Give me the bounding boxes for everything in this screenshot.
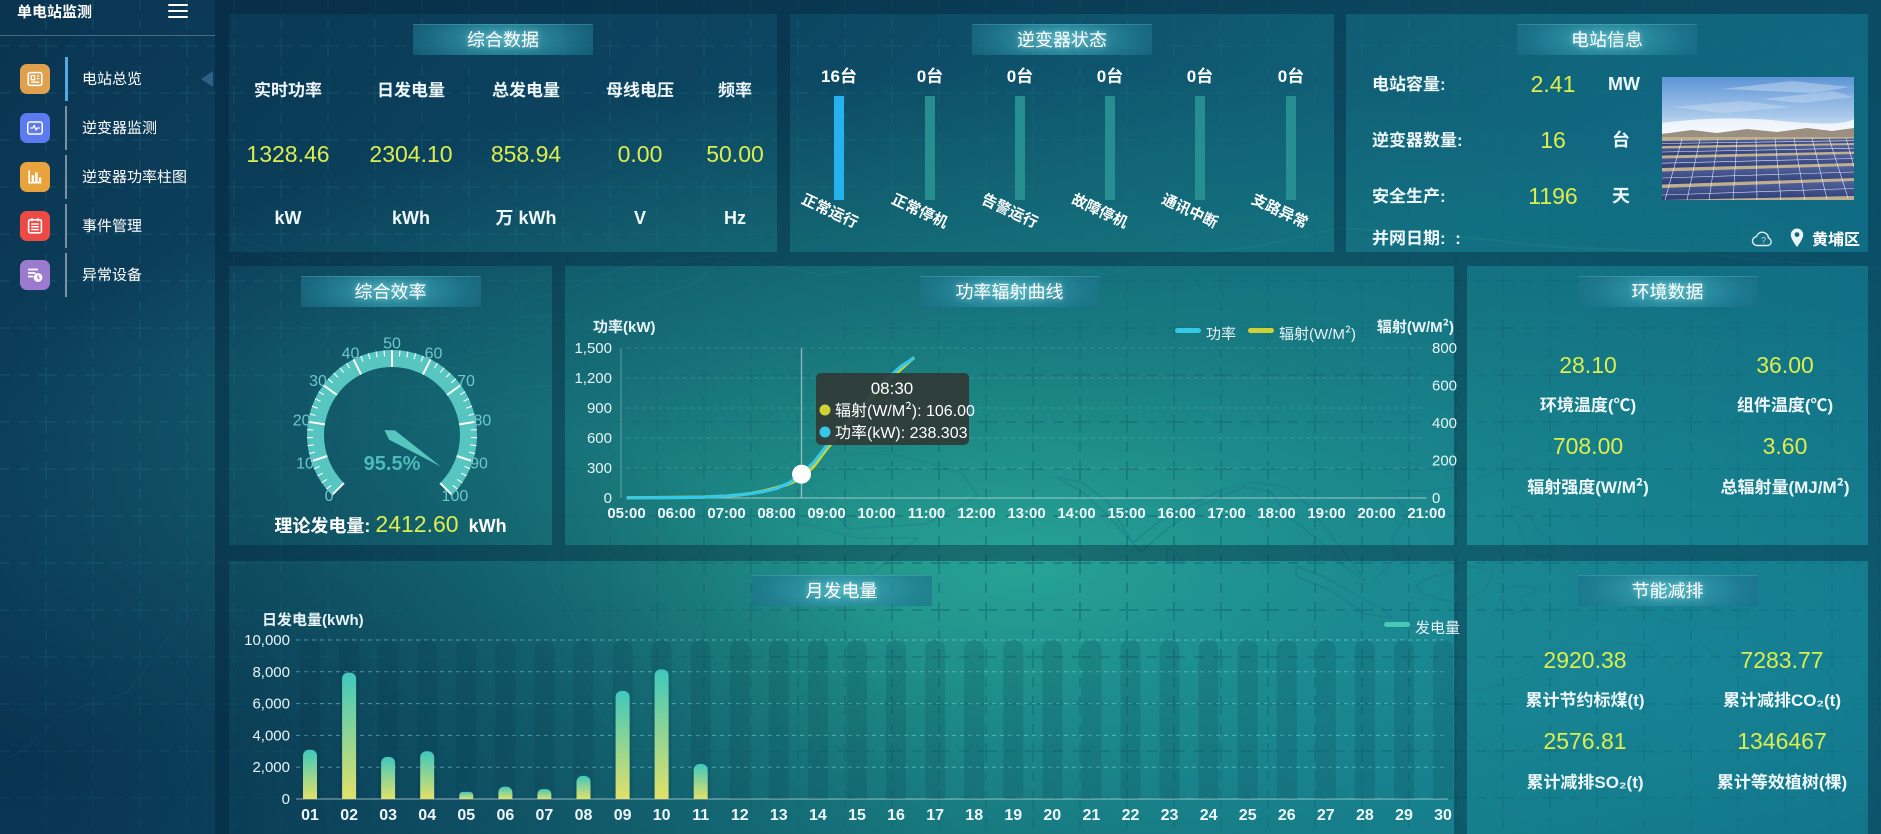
svg-text:22: 22 — [1122, 801, 1140, 825]
svg-text:10,000: 10,000 — [244, 629, 290, 650]
svg-text:27: 27 — [1317, 801, 1335, 825]
svg-text:17: 17 — [926, 801, 944, 825]
svg-text:功率: 功率 — [1206, 323, 1236, 344]
svg-text:14:00: 14:00 — [1057, 502, 1095, 523]
svg-text:07: 07 — [536, 801, 554, 825]
svg-text:0: 0 — [604, 487, 612, 508]
svg-text:23: 23 — [1161, 801, 1179, 825]
svg-text:28: 28 — [1356, 801, 1374, 825]
svg-text:0: 0 — [1432, 487, 1440, 508]
svg-text:17:00: 17:00 — [1207, 502, 1245, 523]
svg-text:13:00: 13:00 — [1007, 502, 1045, 523]
svg-text:14: 14 — [809, 801, 827, 825]
svg-text:08: 08 — [575, 801, 593, 825]
svg-text:30: 30 — [309, 367, 327, 391]
svg-text:01: 01 — [301, 801, 319, 825]
svg-text:2,000: 2,000 — [252, 756, 290, 777]
svg-text:辐射(W/M²): 辐射(W/M²) — [1377, 316, 1454, 337]
svg-text:04: 04 — [418, 801, 436, 825]
svg-text:80: 80 — [474, 407, 492, 431]
svg-text:8,000: 8,000 — [252, 661, 290, 682]
svg-text:06:00: 06:00 — [657, 502, 695, 523]
svg-text:30: 30 — [1434, 801, 1452, 825]
svg-text:21: 21 — [1083, 801, 1101, 825]
svg-text:400: 400 — [1432, 412, 1457, 433]
svg-text:70: 70 — [457, 367, 475, 391]
svg-text:20: 20 — [293, 407, 311, 431]
svg-text:06: 06 — [497, 801, 515, 825]
svg-text:12: 12 — [731, 801, 749, 825]
svg-text:10:00: 10:00 — [857, 502, 895, 523]
svg-text:09:00: 09:00 — [807, 502, 845, 523]
svg-text:600: 600 — [1432, 375, 1457, 396]
svg-text:100: 100 — [442, 482, 469, 506]
svg-text:11:00: 11:00 — [908, 502, 946, 523]
svg-text:18:00: 18:00 — [1257, 502, 1295, 523]
svg-text:900: 900 — [587, 397, 612, 418]
svg-text:08:30: 08:30 — [871, 374, 914, 399]
svg-text:20:00: 20:00 — [1357, 502, 1395, 523]
svg-text:02: 02 — [340, 801, 358, 825]
svg-text:功率(kW): 功率(kW) — [593, 316, 656, 337]
svg-text:0: 0 — [325, 482, 334, 506]
svg-text:19: 19 — [1004, 801, 1022, 825]
svg-text:0: 0 — [282, 788, 290, 809]
svg-text:05:00: 05:00 — [607, 502, 645, 523]
svg-text:功率(kW): 238.303: 功率(kW): 238.303 — [835, 419, 968, 443]
svg-text:4,000: 4,000 — [252, 724, 290, 745]
svg-text:40: 40 — [342, 340, 360, 364]
svg-text:09: 09 — [614, 801, 632, 825]
svg-text:21:00: 21:00 — [1407, 502, 1445, 523]
svg-text:1,500: 1,500 — [574, 337, 612, 358]
svg-text:08:00: 08:00 — [757, 502, 795, 523]
svg-text:辐射(W/M²): 辐射(W/M²) — [1279, 323, 1356, 344]
svg-text:24: 24 — [1200, 801, 1218, 825]
svg-text:16: 16 — [887, 801, 905, 825]
svg-text:19:00: 19:00 — [1307, 502, 1345, 523]
svg-text:日发电量(kWh): 日发电量(kWh) — [262, 609, 364, 630]
svg-text:辐射(W/M²): 106.00: 辐射(W/M²): 106.00 — [835, 397, 975, 421]
svg-text:300: 300 — [587, 457, 612, 478]
svg-text:1,200: 1,200 — [574, 367, 612, 388]
svg-text:200: 200 — [1432, 450, 1457, 471]
svg-text:90: 90 — [470, 449, 488, 473]
svg-text:11: 11 — [692, 801, 709, 825]
svg-text:15:00: 15:00 — [1107, 502, 1145, 523]
svg-text:29: 29 — [1395, 801, 1413, 825]
svg-text:25: 25 — [1239, 801, 1257, 825]
svg-text:10: 10 — [653, 801, 671, 825]
svg-text:发电量: 发电量 — [1415, 617, 1460, 638]
svg-text:95.5%: 95.5% — [364, 447, 421, 476]
svg-text:03: 03 — [379, 801, 397, 825]
svg-text:50: 50 — [383, 330, 401, 354]
svg-text:15: 15 — [848, 801, 866, 825]
svg-text:800: 800 — [1432, 337, 1457, 358]
svg-text:12:00: 12:00 — [957, 502, 995, 523]
svg-text:05: 05 — [457, 801, 475, 825]
svg-text:10: 10 — [296, 449, 314, 473]
svg-text:16:00: 16:00 — [1157, 502, 1195, 523]
svg-text:60: 60 — [425, 340, 443, 364]
svg-text:26: 26 — [1278, 801, 1296, 825]
svg-text:6,000: 6,000 — [252, 693, 290, 714]
svg-text:20: 20 — [1043, 801, 1061, 825]
svg-text:?: ? — [1761, 236, 1766, 246]
svg-text:18: 18 — [965, 801, 983, 825]
svg-text:13: 13 — [770, 801, 788, 825]
svg-text:600: 600 — [587, 427, 612, 448]
svg-text:07:00: 07:00 — [707, 502, 745, 523]
